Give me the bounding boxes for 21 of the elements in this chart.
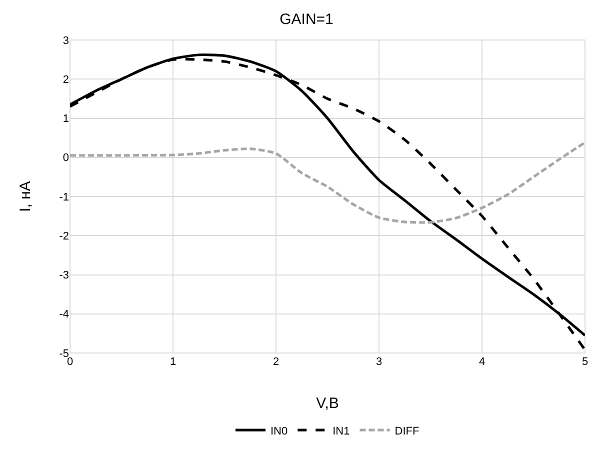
y-tick-label: -2	[59, 230, 69, 242]
y-tick-label: -1	[59, 191, 69, 204]
chart-title: GAIN=1	[280, 11, 334, 28]
y-axis-title: I, нА	[17, 181, 34, 212]
y-tick-label: 3	[62, 34, 69, 47]
y-tick-label: 2	[62, 74, 69, 86]
x-tick-label: 3	[376, 356, 382, 368]
y-tick-label: -5	[59, 348, 69, 360]
x-tick-label: 1	[170, 356, 176, 368]
y-tick-label: 1	[62, 113, 69, 126]
x-tick-label: 4	[478, 356, 486, 368]
legend-label: IN1	[332, 425, 350, 438]
y-tick-label: -4	[59, 308, 69, 321]
x-tick-label: 2	[272, 356, 280, 368]
legend-label: DIFF	[394, 425, 420, 438]
legend-label: IN0	[270, 425, 288, 438]
x-tick-label: 5	[582, 356, 588, 368]
x-axis-title: V,B	[316, 395, 339, 412]
y-tick-label: 0	[62, 152, 69, 164]
line-series	[70, 141, 585, 224]
y-tick-label: -3	[59, 270, 69, 282]
